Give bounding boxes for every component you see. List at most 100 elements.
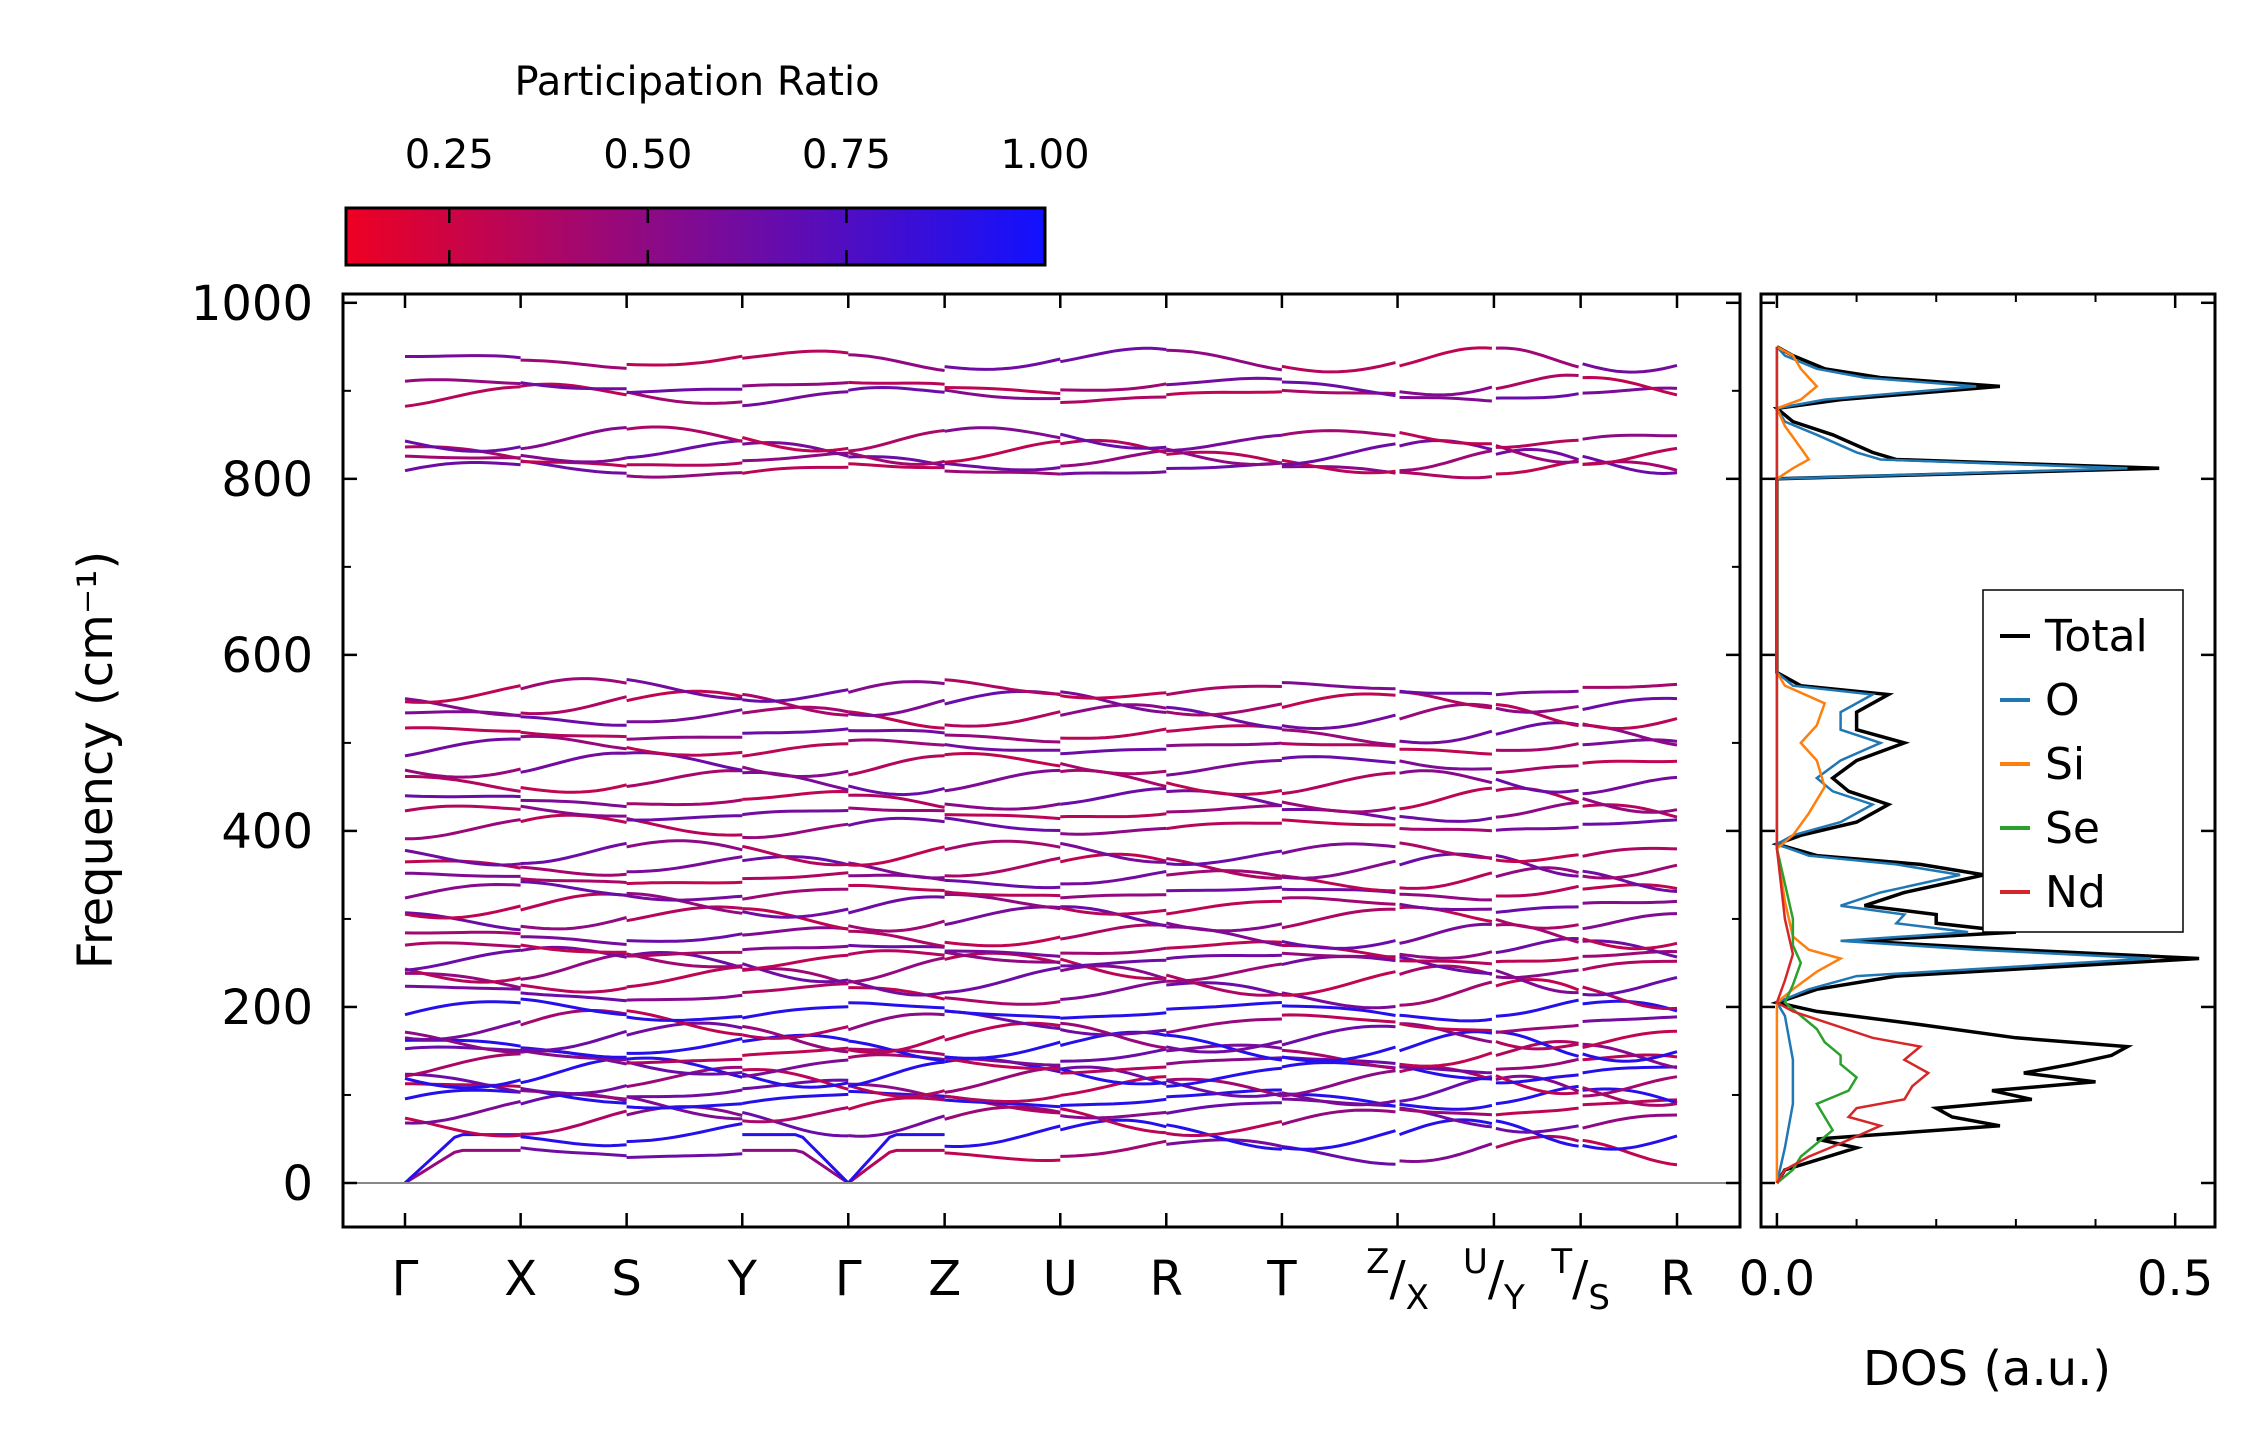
kpath-label: R: [1150, 1251, 1183, 1307]
kpath-label: Y: [727, 1251, 758, 1307]
band-line: [1281, 1129, 1396, 1151]
band-line: [1399, 449, 1493, 473]
band-line: [742, 1005, 849, 1020]
band-line: [1495, 917, 1579, 930]
band-line: [1495, 703, 1579, 728]
band-line: [1281, 1024, 1396, 1047]
band-line: [1399, 1013, 1493, 1023]
band-line: [404, 1076, 521, 1090]
band-line: [848, 956, 945, 984]
band-line: [1399, 1030, 1493, 1053]
band-line: [1582, 433, 1677, 441]
band-line: [626, 839, 743, 852]
band-line: [1059, 1118, 1167, 1132]
band-line: [944, 1065, 1061, 1094]
band-line: [944, 1098, 1061, 1109]
band-line: [404, 848, 521, 867]
band-line: [944, 890, 1061, 898]
band-line: [847, 680, 945, 694]
band-line: [1495, 884, 1579, 898]
band-line: [1495, 1023, 1579, 1034]
band-line: [1582, 717, 1678, 731]
band-line: [1281, 681, 1396, 691]
band-line: [944, 1021, 1061, 1042]
band-line: [626, 891, 743, 915]
band-line: [1166, 1123, 1282, 1151]
band-line: [404, 1045, 521, 1052]
band-line: [1281, 859, 1396, 880]
band-line: [1495, 1084, 1579, 1106]
band-line: [1059, 906, 1167, 916]
y-tick-label: 800: [221, 452, 313, 508]
band-line: [848, 929, 945, 948]
band-line: [944, 1094, 1061, 1104]
band-line: [404, 767, 521, 779]
band-line: [847, 451, 945, 466]
band-line: [847, 1012, 945, 1032]
band-line: [741, 844, 849, 867]
band-line: [1399, 1065, 1492, 1075]
band-line: [1399, 385, 1493, 397]
band-line: [404, 445, 521, 461]
dos-axes: 0.0 0.5: [1739, 294, 2215, 1307]
band-line: [1582, 959, 1678, 972]
band-line: [1582, 883, 1678, 891]
kpath-label: Z: [928, 1251, 961, 1307]
kpath-label: S: [611, 1251, 641, 1307]
band-line: [1060, 893, 1167, 900]
band-line: [944, 935, 1061, 948]
band-line: [742, 953, 849, 971]
band-line: [944, 839, 1061, 852]
band-line: [1166, 705, 1283, 730]
band-line: [1281, 755, 1396, 765]
band-line: [626, 1102, 743, 1110]
kpath-label: R: [1660, 1251, 1693, 1307]
band-line: [848, 1034, 946, 1055]
band-line: [404, 911, 521, 932]
band-line: [1495, 1039, 1579, 1057]
band-line: [520, 751, 627, 774]
band-line: [1495, 956, 1579, 964]
band-line: [944, 1151, 1061, 1162]
band-line: [626, 880, 743, 886]
band-line: [404, 882, 521, 900]
colorbar-bar: [344, 206, 1047, 267]
band-line: [742, 692, 849, 717]
band-line: [848, 883, 945, 892]
band-line: [848, 728, 945, 735]
band-line: [404, 385, 521, 408]
band-line: [1495, 438, 1579, 449]
band-line: [404, 1000, 521, 1017]
band-line: [404, 1030, 521, 1054]
band-line: [403, 1133, 521, 1185]
band-line: [1399, 892, 1492, 902]
band-line: [626, 769, 743, 788]
dos-legend: Total O Si Se Nd: [1982, 589, 2184, 933]
band-line: [626, 708, 743, 724]
band-line: [1060, 1047, 1167, 1063]
band-line: [520, 1146, 627, 1158]
band-line: [1166, 433, 1283, 453]
band-line: [1495, 1074, 1580, 1093]
band-line: [1582, 454, 1678, 476]
band-line: [404, 378, 521, 386]
band-line: [944, 426, 1061, 440]
band-line: [520, 734, 627, 751]
colorbar-tick-label: 1.00: [1000, 132, 1089, 178]
dos-x-axis-title: DOS (a.u.): [1863, 1341, 2111, 1397]
band-line: [626, 817, 743, 837]
band-line: [1166, 1101, 1282, 1115]
kpath-label: T/S: [1550, 1242, 1610, 1318]
band-line: [1166, 849, 1283, 867]
band-line: [626, 678, 743, 701]
band-line: [944, 388, 1061, 401]
band-line: [1495, 1106, 1579, 1117]
band-line: [847, 919, 946, 933]
band-line: [944, 710, 1061, 728]
band-line: [1399, 1142, 1493, 1164]
band-line: [848, 806, 945, 813]
band-line: [1582, 985, 1678, 1011]
band-line: [1495, 998, 1579, 1018]
colorbar-title: Participation Ratio: [514, 59, 879, 105]
